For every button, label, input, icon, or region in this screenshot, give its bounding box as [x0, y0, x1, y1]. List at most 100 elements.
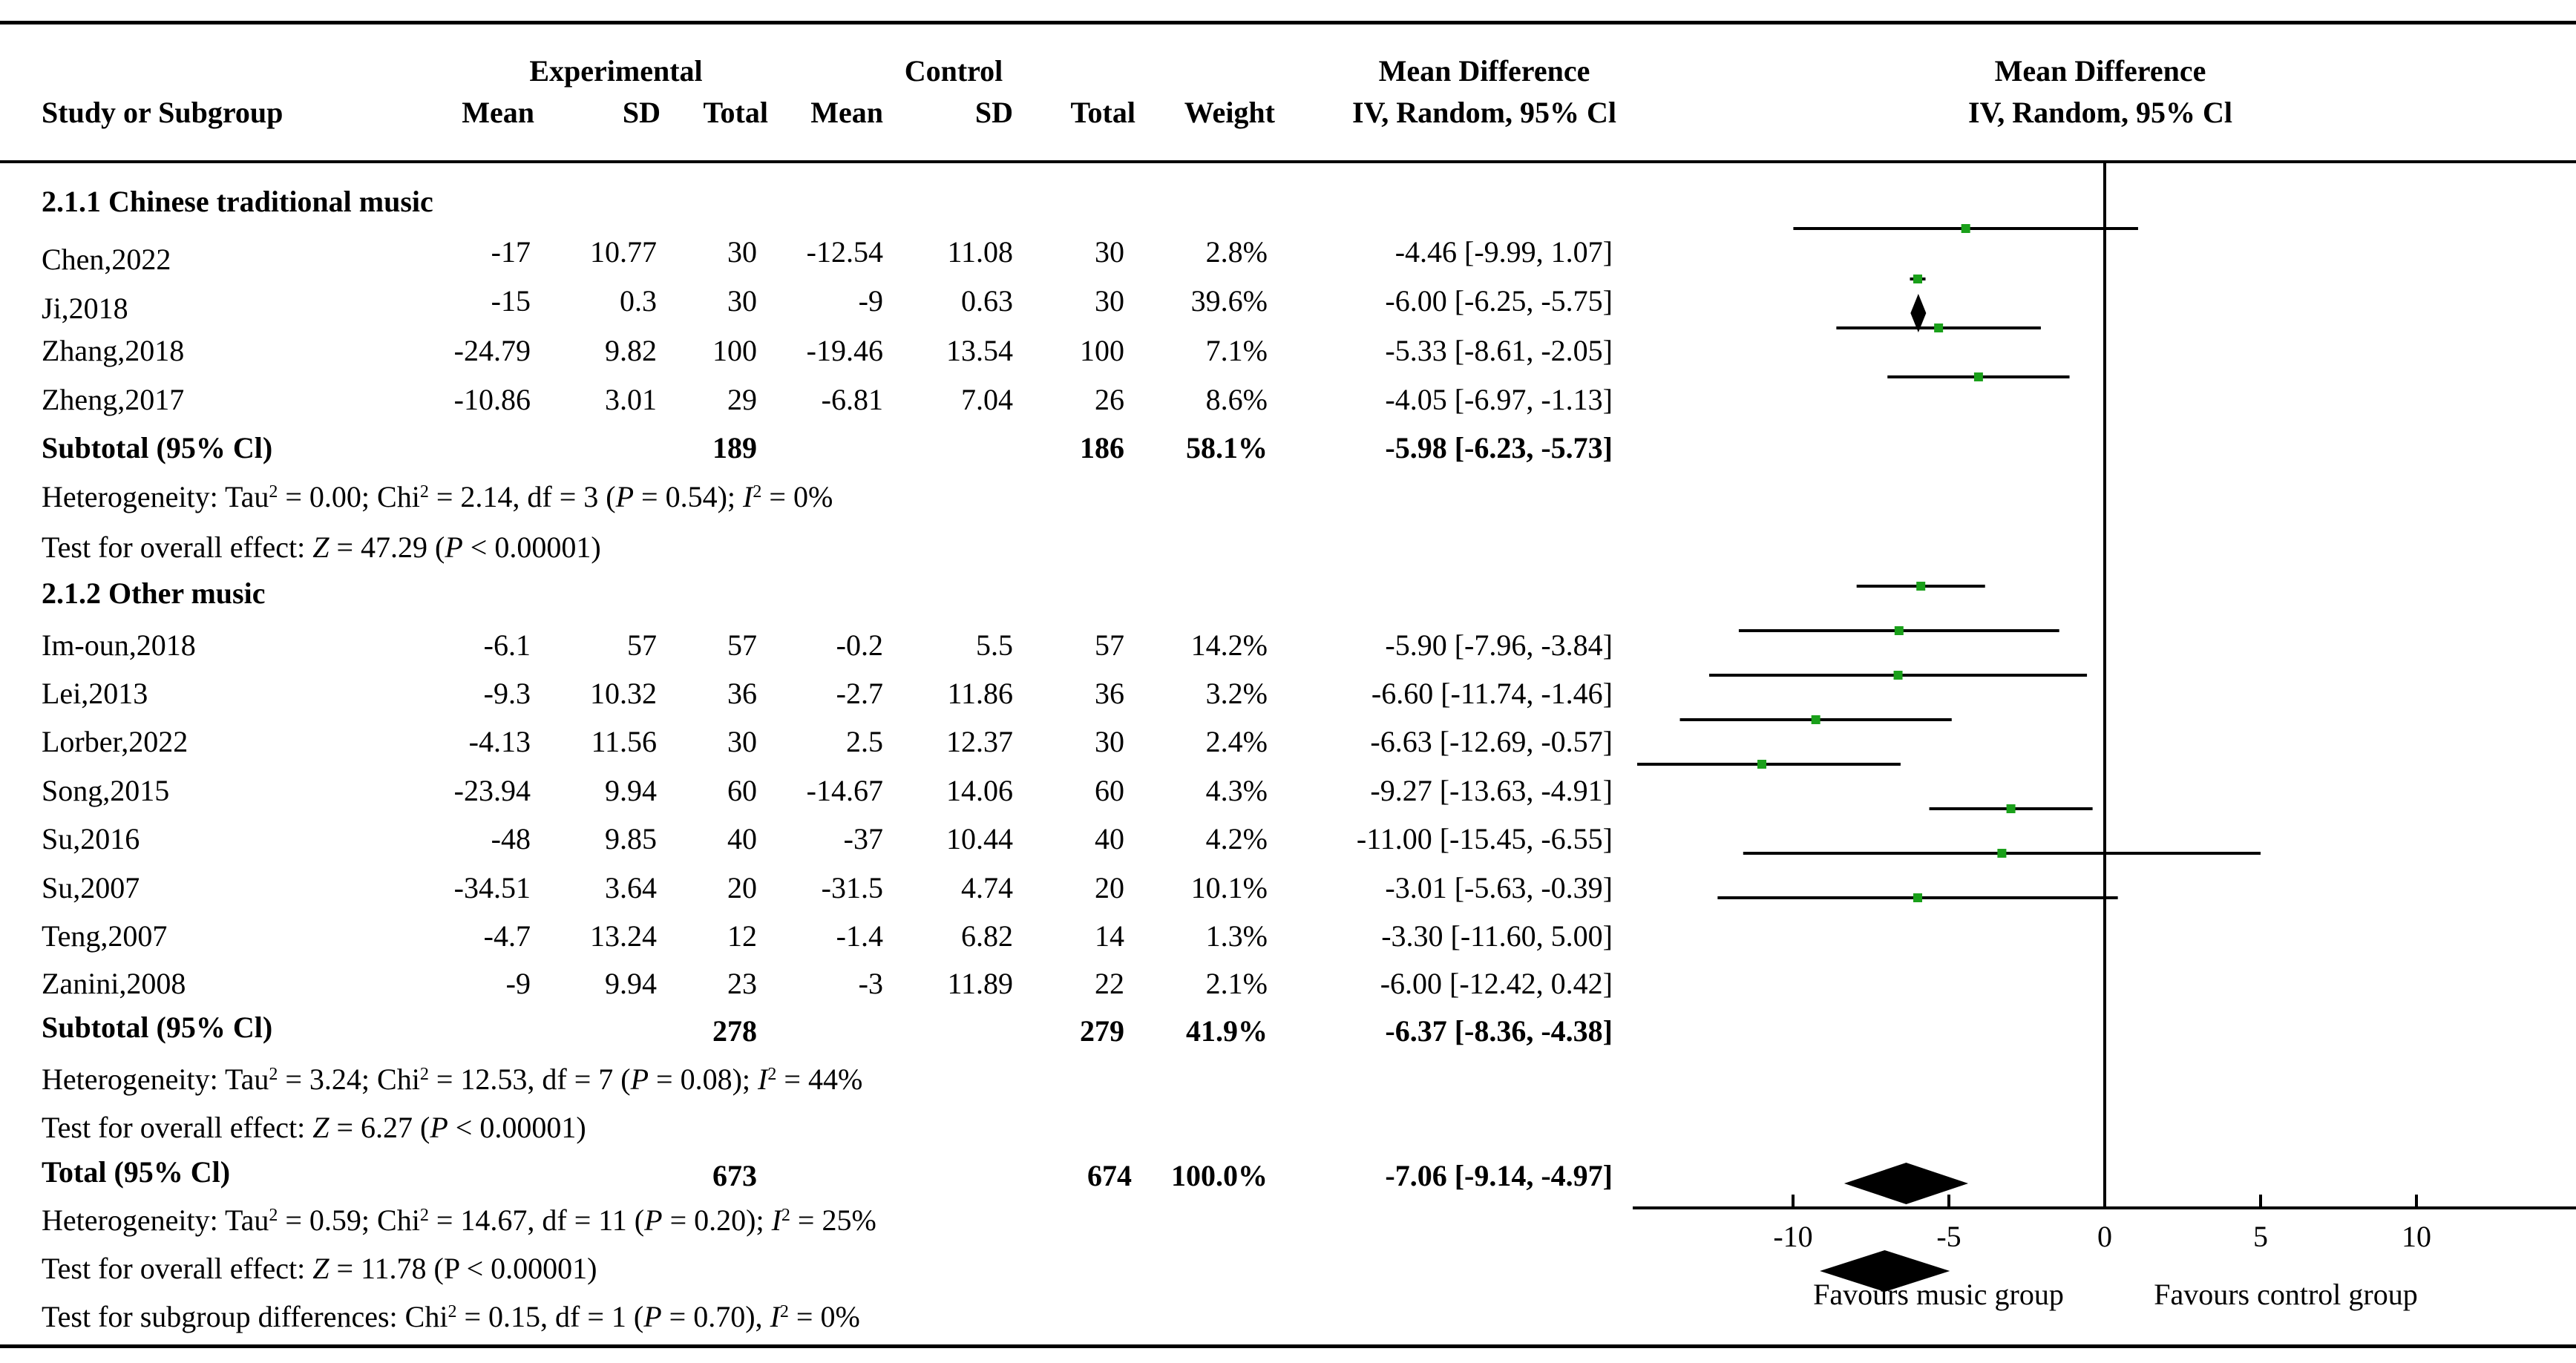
summary-diamond: [1910, 294, 1927, 332]
weight: 4.3%: [1205, 774, 1268, 807]
plot-header-method: IV, Random, 95% Cl: [1968, 96, 2232, 129]
point-estimate: [1973, 372, 1983, 381]
ctl-mean: 2.5: [846, 725, 883, 758]
ctl-total-header: Total: [1070, 96, 1135, 129]
total-weight: 100.0%: [1171, 1159, 1268, 1192]
ctl-sd: 7.04: [961, 383, 1013, 416]
ctl-mean: -31.5: [821, 871, 883, 904]
total-heterogeneity-line: Heterogeneity: Tau2 = 0.59; Chi2 = 14.67…: [42, 1203, 876, 1237]
x-tick-label: -5: [1936, 1220, 1961, 1253]
subtotal-label: Subtotal (95% Cl): [42, 431, 273, 464]
favours-right-label: Favours control group: [2154, 1278, 2418, 1311]
experimental-group-header: Experimental: [529, 54, 703, 88]
study-name: Chen,2022: [42, 243, 171, 276]
exp-sd: 3.64: [605, 871, 657, 904]
point-estimate: [2006, 804, 2016, 813]
tau2-value: 3.24: [309, 1063, 361, 1096]
bottom-rule: [0, 1344, 2576, 1348]
plot-header-title: Mean Difference: [1994, 54, 2206, 88]
weight: 14.2%: [1190, 628, 1268, 662]
ctl-mean: -37: [843, 822, 883, 855]
study-markers: [1637, 224, 2261, 902]
ctl-sd: 11.08: [947, 235, 1013, 269]
df-value: 3: [583, 480, 599, 513]
point-estimate: [1893, 671, 1903, 680]
ctl-mean: -19.46: [806, 334, 883, 367]
exp-mean: -9.3: [483, 677, 531, 710]
mean-difference-ci: -6.60 [-11.74, -1.46]: [1371, 677, 1613, 710]
ctl-total: 36: [1095, 677, 1124, 710]
study-name: Song,2015: [42, 774, 170, 807]
exp-mean: -34.51: [453, 871, 531, 904]
heterogeneity-prefix: Heterogeneity: Tau: [42, 1063, 269, 1096]
chi2-value: 12.53: [460, 1063, 528, 1096]
point-estimate: [1894, 626, 1904, 635]
ctl-mean: -1.4: [836, 919, 883, 953]
exp-total: 57: [727, 628, 757, 662]
z-value: 6.27: [361, 1111, 413, 1144]
exp-mean: -15: [491, 284, 531, 318]
exp-sd-header: SD: [622, 96, 661, 129]
ctl-mean: -12.54: [806, 235, 883, 269]
weight-header: Weight: [1184, 96, 1275, 129]
ctl-sd: 12.37: [946, 725, 1013, 758]
study-name: Lorber,2022: [42, 725, 189, 758]
df-value: 7: [598, 1063, 614, 1096]
x-tick-label: 10: [2402, 1220, 2431, 1253]
ctl-total: 40: [1095, 822, 1124, 855]
overall-effect-line: Test for overall effect: Z = 6.27 (P < 0…: [42, 1111, 586, 1144]
study-column-header: Study or Subgroup: [42, 96, 284, 129]
tau2-value: 0.00: [309, 480, 361, 513]
ctl-sd: 5.5: [976, 628, 1013, 662]
top-rule: [0, 21, 2576, 24]
exp-sd: 11.56: [591, 725, 657, 758]
weight: 10.1%: [1190, 871, 1268, 904]
ctl-sd: 13.54: [946, 334, 1013, 367]
x-tick-label: -10: [1773, 1220, 1812, 1253]
ctl-total: 100: [1080, 334, 1124, 367]
exp-sd: 9.82: [605, 334, 657, 367]
subtotal-ctl-total: 186: [1080, 431, 1124, 464]
mean-difference-ci: -6.00 [-12.42, 0.42]: [1380, 967, 1613, 1000]
exp-sd: 10.32: [590, 677, 657, 710]
exp-mean: -48: [491, 822, 531, 855]
exp-sd: 0.3: [620, 284, 657, 318]
weight: 4.2%: [1205, 822, 1268, 855]
mean-difference-ci: -11.00 [-15.45, -6.55]: [1356, 822, 1613, 855]
exp-mean: -17: [491, 235, 531, 269]
df-value: 1: [611, 1300, 626, 1333]
overall-p-value: < 0.00001: [455, 1111, 577, 1144]
exp-mean: -4.13: [468, 725, 531, 758]
exp-total: 20: [727, 871, 757, 904]
ctl-total: 30: [1095, 284, 1124, 318]
subtotal-ctl-total: 279: [1080, 1014, 1124, 1048]
mean-difference-ci: -5.33 [-8.61, -2.05]: [1385, 334, 1613, 367]
ctl-mean: -14.67: [806, 774, 883, 807]
study-name: Zhang,2018: [42, 334, 185, 367]
subtotal-weight: 41.9%: [1186, 1014, 1268, 1048]
subtotal-ci: -5.98 [-6.23, -5.73]: [1385, 431, 1613, 464]
ctl-total: 14: [1095, 919, 1124, 953]
exp-total: 23: [727, 967, 757, 1000]
study-name: Zanini,2008: [42, 967, 186, 1000]
ctl-total: 57: [1095, 628, 1124, 662]
ctl-total: 30: [1095, 725, 1124, 758]
x-tick-label: 5: [2253, 1220, 2268, 1253]
z-value: 11.78: [361, 1252, 427, 1285]
df-value: 11: [598, 1203, 627, 1237]
ctl-mean: -9: [858, 284, 883, 318]
ctl-mean: -0.2: [836, 628, 883, 662]
weight: 2.4%: [1205, 725, 1268, 758]
point-estimate: [1913, 275, 1922, 283]
weight: 1.3%: [1205, 919, 1268, 953]
exp-total-header: Total: [703, 96, 768, 129]
i2-value: 44%: [807, 1063, 863, 1096]
favours-left-label: Favours music group: [1813, 1278, 2064, 1311]
weight: 2.8%: [1205, 235, 1268, 269]
ctl-mean: -6.81: [821, 383, 883, 416]
heterogeneity-line: Heterogeneity: Tau2 = 3.24; Chi2 = 12.53…: [42, 1063, 863, 1096]
exp-total: 36: [727, 677, 757, 710]
overall-effect-line: Test for overall effect: Z = 47.29 (P < …: [42, 531, 601, 564]
point-estimate: [1934, 323, 1944, 332]
